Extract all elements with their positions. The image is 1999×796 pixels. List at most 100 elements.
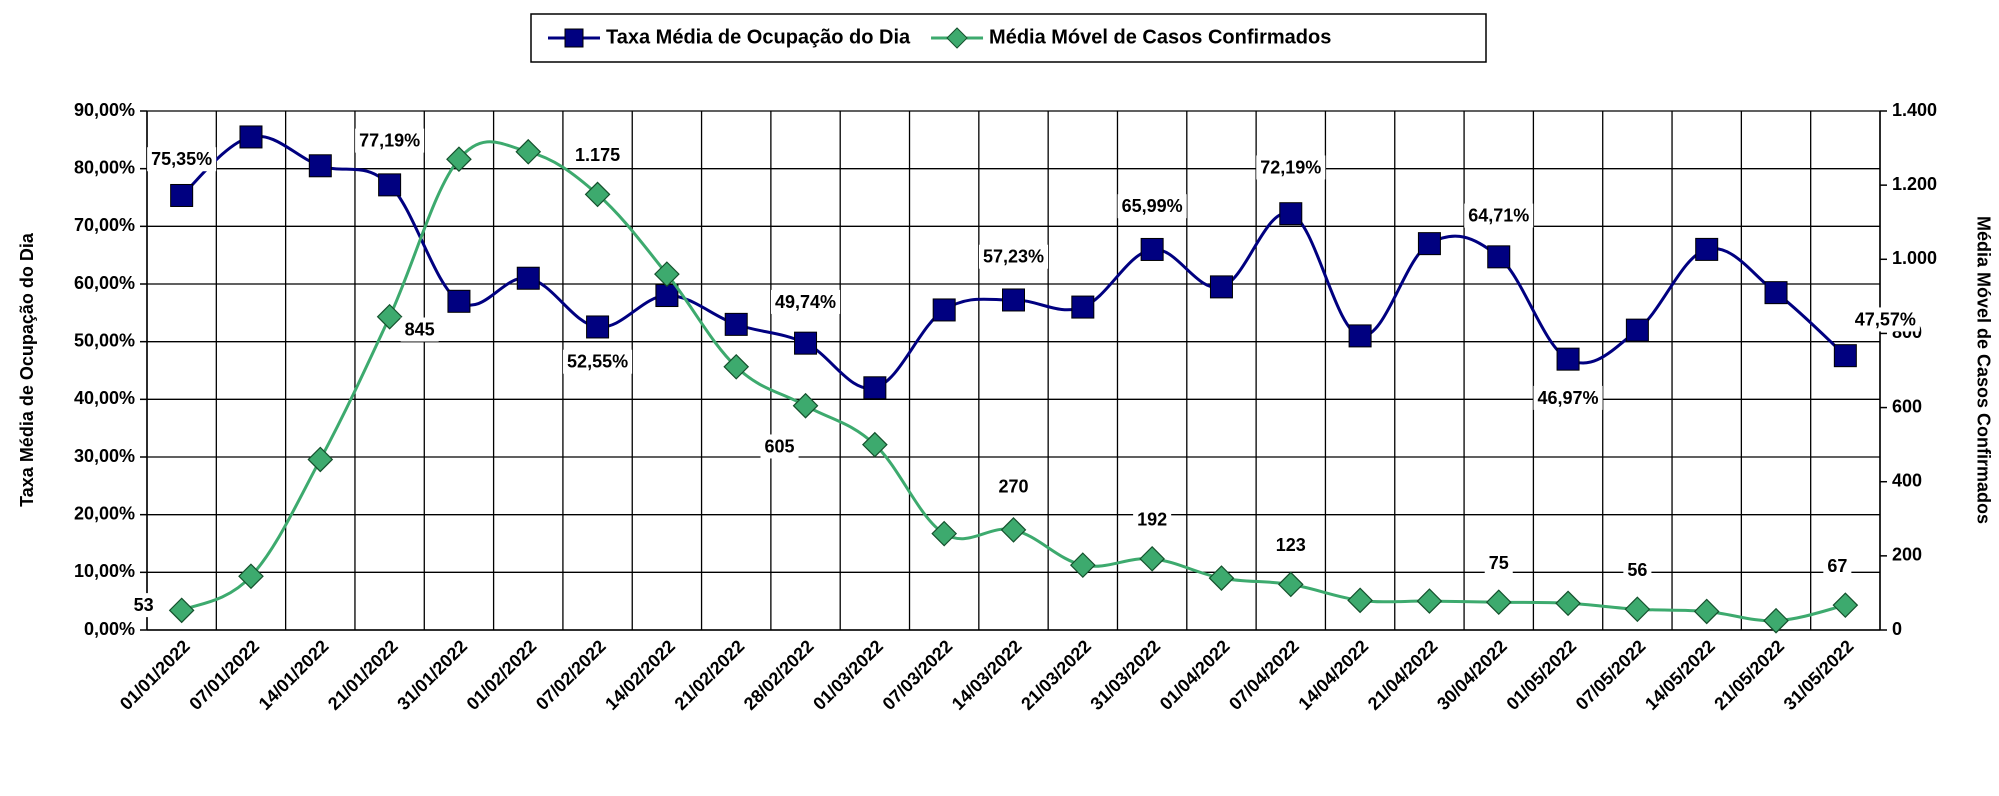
marker [932, 298, 956, 322]
y-tick-label: 60,00% [74, 273, 135, 293]
data-label: 72,19% [1260, 157, 1321, 177]
series-line [180, 140, 1846, 623]
marker [1416, 588, 1443, 614]
y-tick-label: 0,00% [84, 619, 135, 639]
x-tick-label: 07/02/2022 [532, 636, 610, 714]
y2-tick-label: 1.000 [1892, 248, 1937, 268]
x-tick-label: 31/05/2022 [1780, 636, 1858, 714]
label-bg [571, 143, 625, 168]
label-bg [771, 289, 841, 314]
x-tick-label: 21/03/2022 [1017, 636, 1095, 714]
marker [1139, 545, 1165, 572]
data-label: 270 [998, 477, 1028, 497]
x-tick-label: 14/01/2022 [255, 636, 333, 714]
marker [170, 183, 194, 207]
data-label: 57,23% [983, 247, 1044, 267]
y-tick-label: 10,00% [74, 561, 135, 581]
x-tick-label: 07/03/2022 [879, 636, 957, 714]
marker [794, 331, 818, 355]
x-tick-label: 21/01/2022 [324, 636, 402, 714]
y-tick-label: 70,00% [74, 215, 135, 235]
legend-marker [564, 28, 584, 48]
marker [378, 173, 402, 197]
label-bg [1133, 507, 1172, 532]
marker [1833, 344, 1857, 368]
x-tick-label: 21/05/2022 [1710, 636, 1788, 714]
data-label: 65,99% [1122, 196, 1183, 216]
label-bg [1623, 557, 1652, 582]
marker [238, 563, 264, 590]
marker [1485, 589, 1512, 616]
marker [1208, 565, 1235, 591]
label-bg [129, 593, 158, 618]
label-bg [1256, 155, 1326, 180]
marker [1348, 324, 1372, 348]
marker [308, 154, 332, 178]
marker [239, 125, 263, 149]
label-bg [1117, 194, 1187, 219]
y2-tick-label: 1.400 [1892, 100, 1937, 120]
x-tick-label: 30/04/2022 [1433, 636, 1511, 714]
marker [792, 392, 819, 419]
x-tick-label: 14/05/2022 [1641, 636, 1719, 714]
label-bg [563, 349, 633, 374]
label-bg [147, 147, 217, 172]
marker [516, 266, 540, 290]
legend-marker [946, 27, 968, 49]
data-label: 1.175 [575, 145, 620, 165]
y2-tick-label: 400 [1892, 470, 1922, 490]
data-label: 53 [134, 595, 154, 615]
marker [1140, 237, 1164, 261]
data-label: 47,57% [1855, 309, 1916, 329]
label-bg [355, 128, 425, 153]
y-tick-label: 20,00% [74, 503, 135, 523]
marker [1209, 275, 1233, 299]
data-label: 75 [1489, 553, 1509, 573]
data-label: 123 [1276, 535, 1306, 555]
x-tick-label: 07/05/2022 [1572, 636, 1650, 714]
marker [724, 312, 748, 336]
y2-tick-label: 1.200 [1892, 174, 1937, 194]
marker [863, 376, 887, 400]
x-tick-label: 07/04/2022 [1225, 636, 1303, 714]
marker [931, 520, 958, 547]
label-bg [400, 317, 439, 342]
data-label: 192 [1137, 510, 1167, 530]
label-bg [978, 244, 1049, 269]
marker [447, 289, 471, 313]
x-tick-label: 14/02/2022 [601, 636, 679, 714]
data-label: 75,35% [151, 149, 212, 169]
marker [1002, 288, 1025, 312]
y-axis-title: Taxa Média de Ocupação do Dia [17, 232, 37, 507]
y-tick-label: 90,00% [74, 100, 135, 120]
marker [376, 303, 403, 330]
x-tick-label: 28/02/2022 [740, 636, 818, 714]
marker [1764, 281, 1788, 305]
data-label: 64,71% [1468, 206, 1529, 226]
y2-axis-title: Média Móvel de Casos Confirmados [1973, 216, 1993, 524]
x-tick-label: 21/02/2022 [671, 636, 749, 714]
label-bg [1464, 203, 1534, 228]
marker [1763, 607, 1789, 634]
label-bg [1823, 553, 1852, 578]
x-tick-label: 14/03/2022 [948, 636, 1026, 714]
data-label: 56 [1627, 560, 1647, 580]
label-bg [1850, 307, 1920, 332]
data-label: 49,74% [775, 292, 836, 312]
y2-tick-label: 0 [1892, 619, 1902, 639]
x-tick-label: 01/05/2022 [1502, 636, 1580, 714]
marker [1417, 232, 1441, 256]
y2-tick-label: 600 [1892, 396, 1922, 416]
x-tick-label: 31/03/2022 [1086, 636, 1164, 714]
marker [1832, 592, 1859, 619]
legend-label: Média Móvel de Casos Confirmados [989, 26, 1331, 48]
x-tick-label: 31/01/2022 [393, 636, 471, 714]
marker [1071, 295, 1095, 319]
x-tick-label: 01/02/2022 [463, 636, 541, 714]
data-label: 52,55% [567, 352, 628, 372]
label-bg [1271, 533, 1310, 558]
x-tick-label: 14/04/2022 [1294, 636, 1372, 714]
legend-label: Taxa Média de Ocupação do Dia [606, 26, 911, 48]
y-tick-label: 40,00% [74, 388, 135, 408]
marker [1695, 237, 1719, 261]
